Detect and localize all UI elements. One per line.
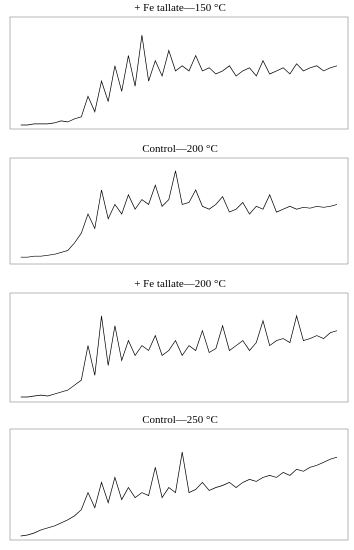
plot-frame [9, 16, 349, 130]
chart-title: Control—200 °C [142, 143, 218, 155]
chromatogram-line [20, 452, 338, 537]
chart-title: + Fe tallate—150 °C [134, 2, 226, 14]
plot-frame [9, 157, 349, 265]
chromatogram-line [20, 314, 338, 398]
plot-frame [9, 292, 349, 403]
plot-frame [9, 428, 349, 541]
chromatogram-line [20, 35, 338, 126]
chart-title: Control—250 °C [142, 414, 218, 426]
chromatogram-line [20, 170, 338, 258]
chart-title: + Fe tallate—200 °C [134, 278, 226, 290]
